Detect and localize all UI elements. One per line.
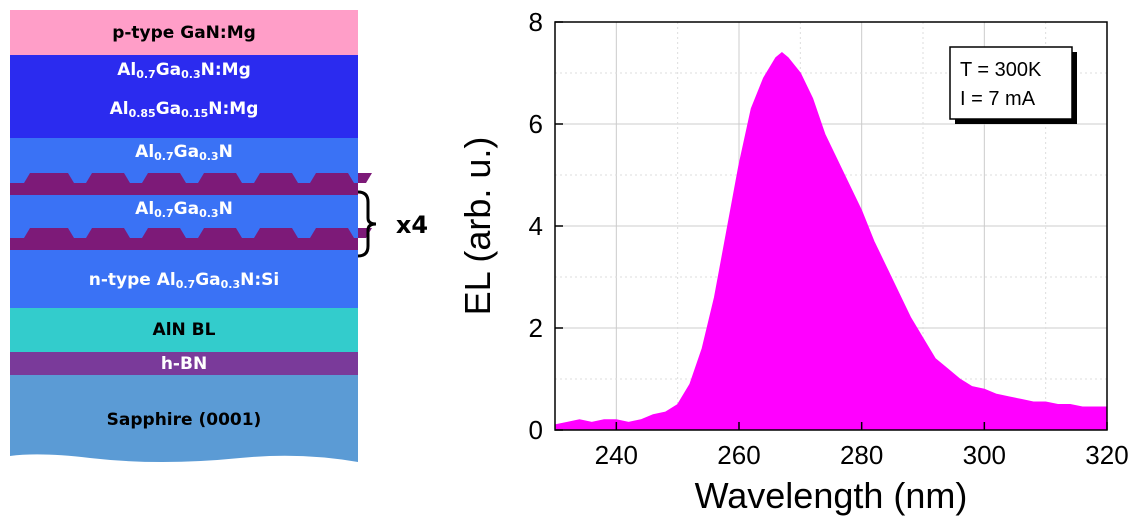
layer — [10, 375, 358, 462]
subscript: 0.3 — [199, 150, 219, 163]
y-tick-label: 2 — [529, 313, 543, 343]
label-part: N — [219, 199, 233, 219]
label-part: Ga — [156, 60, 181, 80]
layer-label: Al0.7Ga0.3N — [135, 142, 233, 163]
subscript: 0.7 — [176, 278, 196, 291]
layer — [10, 352, 358, 375]
subscript: 0.3 — [199, 207, 219, 220]
label-part: N — [219, 142, 233, 162]
label-part: p-type GaN:Mg — [112, 23, 256, 43]
repeat-label: x4 — [396, 211, 428, 239]
y-tick-label: 0 — [529, 415, 543, 445]
annotation-text: T = 300K — [960, 59, 1042, 81]
label-part: Ga — [195, 270, 220, 290]
subscript: 0.85 — [129, 107, 156, 120]
layer — [10, 10, 358, 55]
y-tick-label: 4 — [529, 211, 543, 241]
label-part: Al — [117, 60, 136, 80]
label-part: N:Si — [240, 270, 279, 290]
label-part: N:Mg — [208, 99, 258, 119]
y-tick-label: 8 — [529, 7, 543, 37]
layer-label: Al0.85Ga0.15N:Mg — [110, 99, 259, 120]
layer-label: Sapphire (0001) — [107, 410, 262, 430]
label-part: Ga — [156, 99, 181, 119]
annotation-box — [949, 46, 1073, 120]
label-part: Al — [110, 99, 129, 119]
label-part: Ga — [174, 199, 199, 219]
annotation-text: I = 7 mA — [960, 88, 1036, 110]
layer — [10, 85, 358, 138]
y-tick-label: 6 — [529, 109, 543, 139]
layer-label: AlN BL — [153, 320, 216, 340]
layer-diagram: p-type GaN:MgAl0.7Ga0.3N:MgAl0.85Ga0.15N… — [10, 10, 372, 462]
x-tick-label: 240 — [595, 440, 638, 470]
subscript: 0.7 — [136, 68, 156, 81]
label-part: Al — [135, 142, 154, 162]
x-tick-label: 320 — [1085, 440, 1128, 470]
layer-label: Al0.7Ga0.3N — [135, 199, 233, 220]
quantum-well — [10, 228, 372, 250]
layer — [10, 55, 358, 85]
subscript: 0.7 — [154, 207, 174, 220]
subscript: 0.3 — [221, 278, 241, 291]
layer-label: n-type Al0.7Ga0.3N:Si — [89, 270, 280, 291]
label-part: Al — [135, 199, 154, 219]
y-axis-label: EL (arb. u.) — [457, 137, 498, 316]
label-part: Ga — [174, 142, 199, 162]
subscript: 0.15 — [181, 107, 208, 120]
subscript: 0.3 — [181, 68, 201, 81]
quantum-well — [10, 173, 372, 195]
layer-label: Al0.7Ga0.3N:Mg — [117, 60, 251, 81]
label-part: AlN BL — [153, 320, 216, 340]
chart: 240 260 280 300 320 0 2 4 6 8 Wavelength (nm) EL (a… — [457, 7, 1129, 516]
x-tick-label: 280 — [840, 440, 883, 470]
label-part: n-type Al — [89, 270, 176, 290]
repeat-bracket — [357, 190, 377, 258]
layer-label: h-BN — [161, 354, 207, 374]
label-part: Sapphire (0001) — [107, 410, 262, 430]
x-tick-label: 260 — [717, 440, 760, 470]
spectrum-area — [554, 51, 1108, 431]
label-part: h-BN — [161, 354, 207, 374]
layer — [10, 250, 358, 308]
layer — [10, 308, 358, 352]
x-axis-label: Wavelength (nm) — [695, 475, 968, 516]
label-part: N:Mg — [201, 60, 251, 80]
subscript: 0.7 — [154, 150, 174, 163]
layer-label: p-type GaN:Mg — [112, 23, 256, 43]
x-tick-label: 300 — [963, 440, 1006, 470]
